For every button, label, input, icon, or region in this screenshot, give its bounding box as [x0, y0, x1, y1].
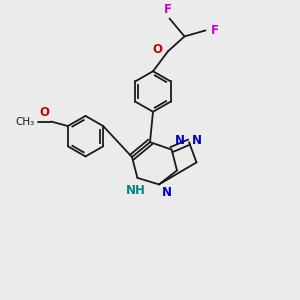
- Text: CH₃: CH₃: [16, 117, 35, 127]
- Text: N: N: [175, 134, 184, 147]
- Text: N: N: [192, 134, 202, 147]
- Text: O: O: [153, 43, 163, 56]
- Text: O: O: [39, 106, 49, 118]
- Text: F: F: [164, 3, 172, 16]
- Text: NH: NH: [126, 184, 146, 197]
- Text: F: F: [211, 24, 219, 37]
- Text: N: N: [162, 186, 172, 199]
